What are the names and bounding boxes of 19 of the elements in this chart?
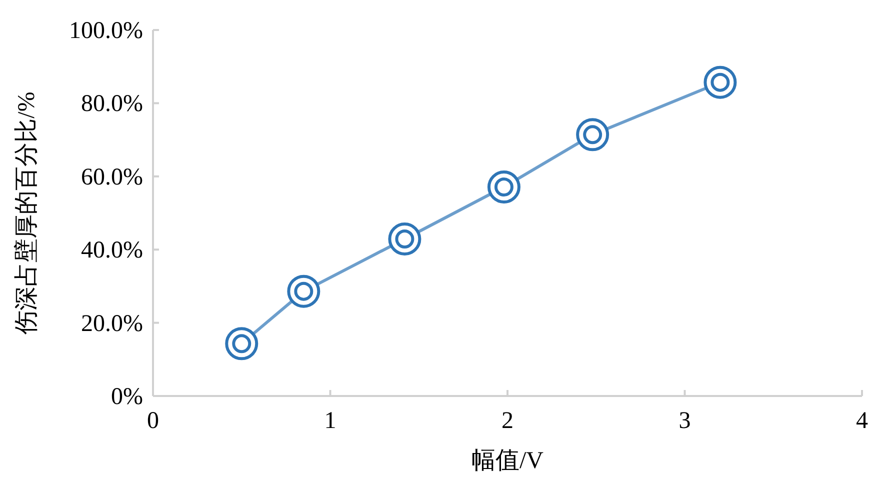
y-tick-label: 60.0% <box>81 164 143 190</box>
x-tick-label: 0 <box>147 408 159 434</box>
x-tick-label: 3 <box>678 408 691 434</box>
point <box>287 274 320 308</box>
y-tick-label: 40.0% <box>81 238 143 264</box>
point <box>487 170 520 204</box>
x-tick-label: 2 <box>502 408 514 434</box>
y-tick-label: 80.0% <box>81 91 143 118</box>
y-tick-label: 100.0% <box>69 18 143 44</box>
x-tick-label: 4 <box>856 408 868 434</box>
point <box>704 66 737 99</box>
point <box>576 118 610 152</box>
y-tick-label: 0% <box>111 384 143 410</box>
point <box>388 222 422 256</box>
x-axis-title: 幅值/V <box>472 448 544 474</box>
y-axis-title: 伤深占壁厚的百分比/% <box>13 92 40 334</box>
y-tick-label: 20.0% <box>81 310 143 337</box>
point <box>225 327 258 360</box>
x-tick-label: 1 <box>324 408 336 434</box>
